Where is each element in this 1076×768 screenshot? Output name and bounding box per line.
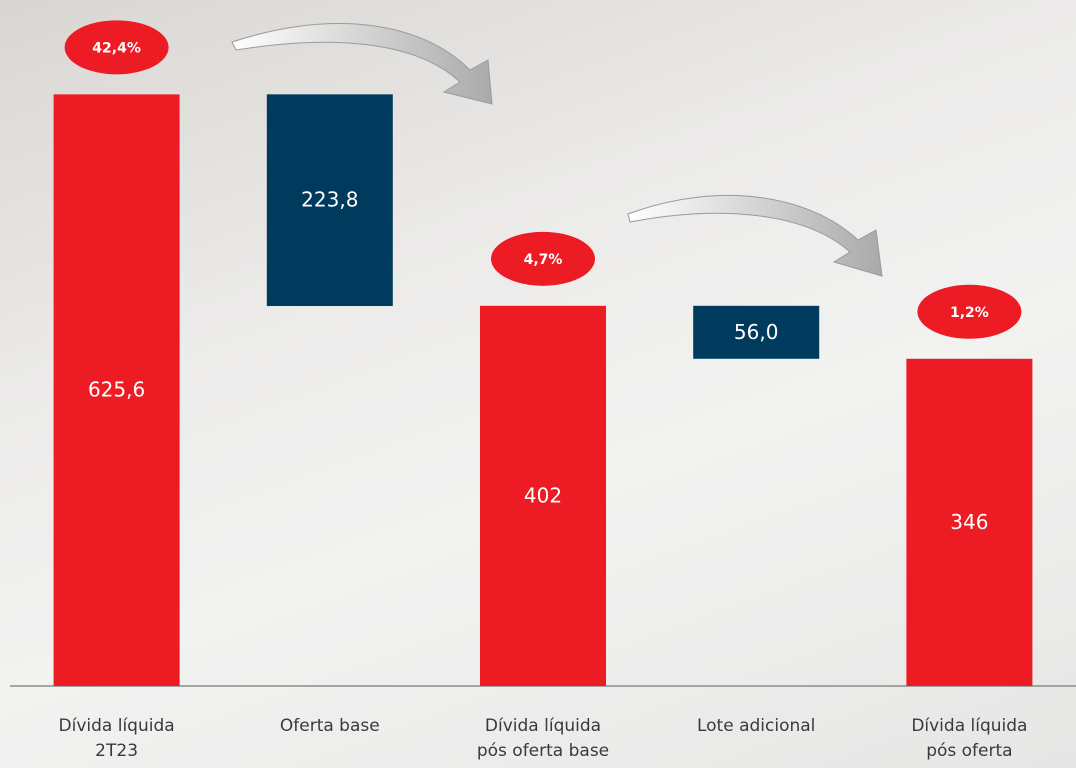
value-label: 223,8 <box>301 188 358 212</box>
arrow <box>232 24 492 104</box>
page: {"chart_data": {"type": "waterfall", "ca… <box>0 0 1076 768</box>
badge-label: 42,4% <box>92 40 141 56</box>
badge-label: 1,2% <box>950 305 989 321</box>
value-label: 56,0 <box>734 320 779 344</box>
chart: 625,6 42,4% 223,8 402 4,7% 56,0 346 1,2% <box>0 0 1076 768</box>
value-label: 625,6 <box>88 378 145 402</box>
value-label: 402 <box>524 483 562 507</box>
x-tick-label: Dívida líquida 2T23 <box>17 714 217 764</box>
x-tick-label: Dívida líquida pós oferta <box>869 714 1069 764</box>
x-tick-label: Oferta base <box>230 714 430 739</box>
badge-label: 4,7% <box>524 252 563 268</box>
value-label: 346 <box>950 510 988 534</box>
arrow <box>628 195 882 276</box>
x-tick-label: Lote adicional <box>656 714 856 739</box>
x-tick-label: Dívida líquida pós oferta base <box>443 714 643 764</box>
